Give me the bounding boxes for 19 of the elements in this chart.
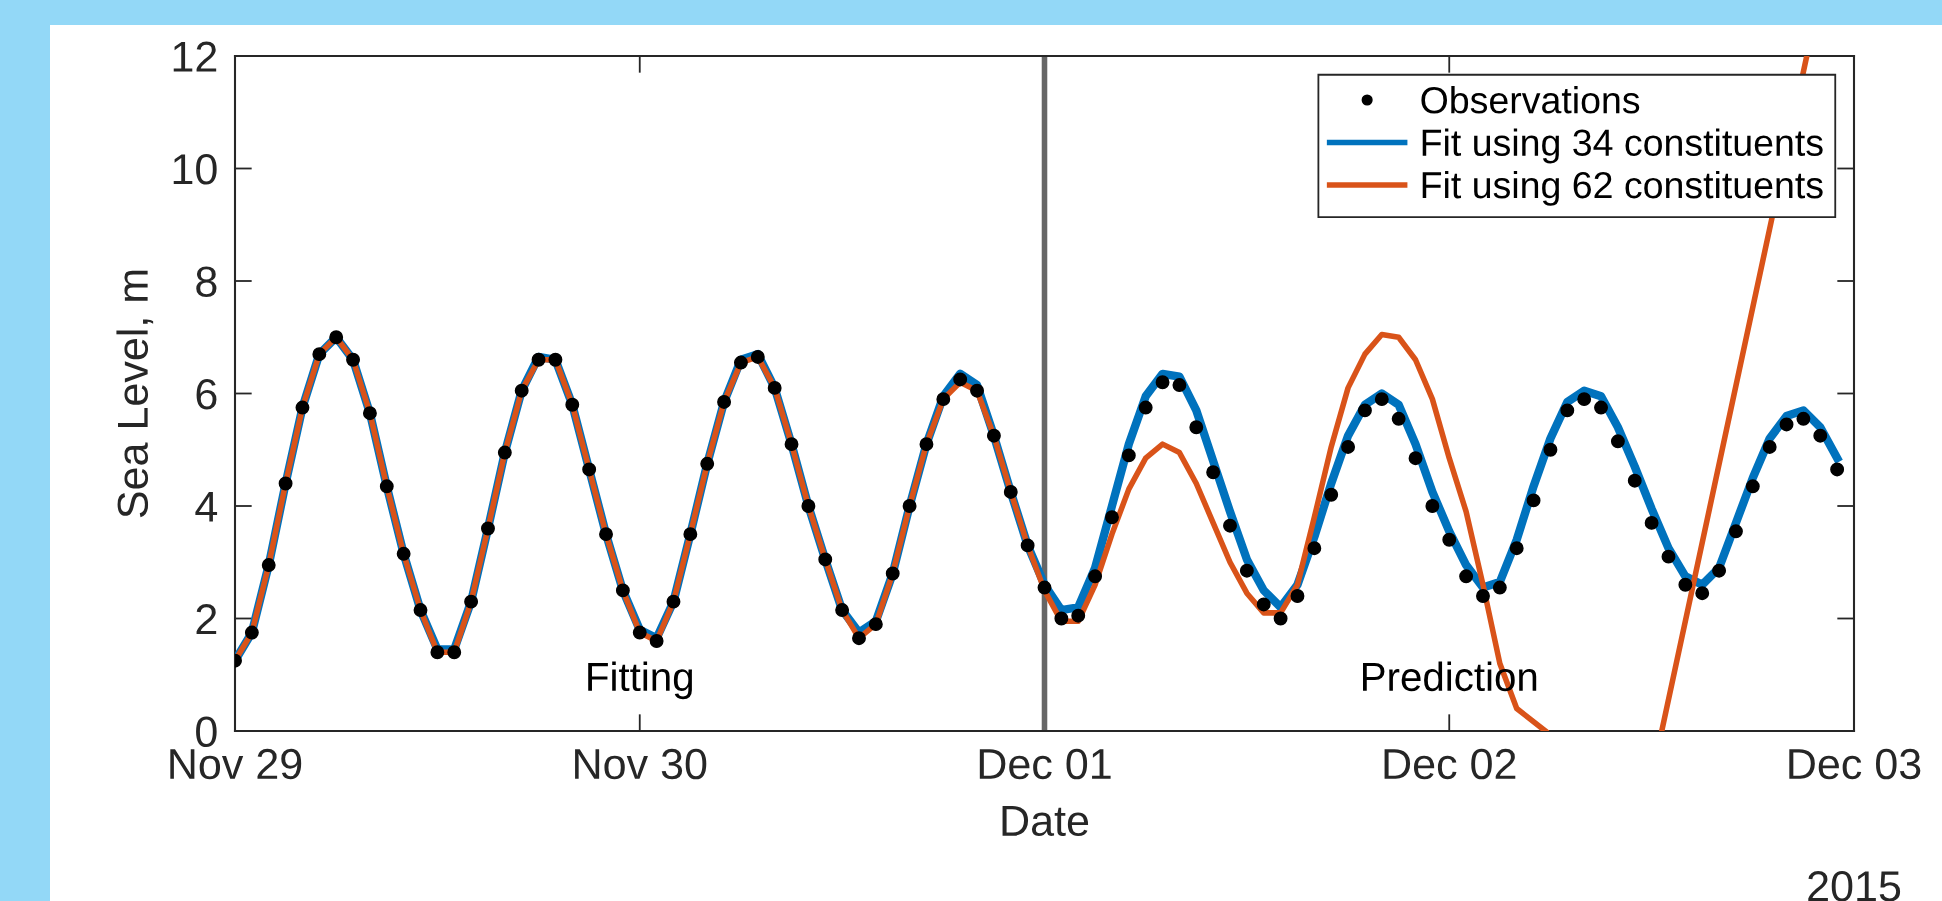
y-tick-label: 0 [196,716,217,748]
x-tick-label: Nov 29 [170,748,302,780]
x-tick-label: Dec 01 [979,748,1111,780]
y-axis-title: Sea Level, m [116,270,154,518]
annotation: Fitting [588,661,692,700]
x-tick-label: Dec 02 [1384,748,1516,780]
legend-label: Observations [1421,86,1640,114]
y-tick-label: 2 [196,604,217,635]
y-tick-label: 6 [196,379,217,410]
y-tick-label: 12 [173,41,217,72]
legend-label: Fit using 62 constituents [1422,170,1823,206]
x-tick-label: Dec 03 [1789,748,1921,780]
x-tick-label: Nov 30 [575,748,707,780]
text: 2015 [1808,871,1901,901]
x-axis-title: Date [1002,806,1089,837]
y-tick-label: 8 [196,266,217,298]
y-tick-label: 4 [195,491,218,522]
y-tick-label: 10 [173,154,217,185]
legend-label: Fit using 34 constituents [1422,128,1823,164]
